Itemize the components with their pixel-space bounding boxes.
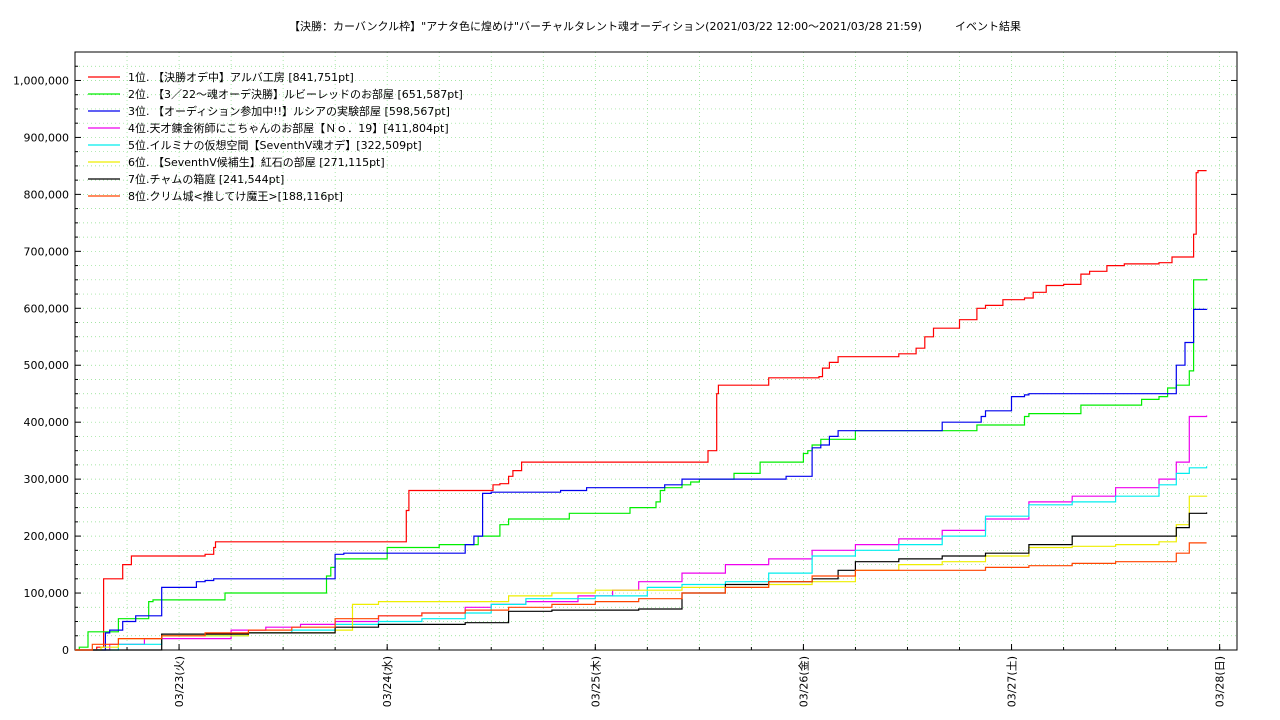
series-line-5 [75,466,1208,651]
x-tick-label: 03/26(金) [796,656,810,707]
x-tick-label: 03/28(日) [1214,656,1227,707]
chart-title: 【決勝：カーバンクル枠】"アナタ色に煌めけ"バーチャルタレント魂オーディション(… [289,19,1021,33]
y-tick-label: 400,000 [24,416,70,429]
legend-label-5: 5位.イルミナの仮想空間【SeventhV魂オデ】[322,509pt] [128,138,422,152]
series-line-6 [75,495,1208,651]
legend-label-4: 4位.天才錬金術師にこちゃんのお部屋【Ｎｏ．19】[411,804pt] [128,121,449,135]
series-line-1 [75,170,1207,651]
y-tick-label: 800,000 [24,188,70,201]
y-tick-label: 0 [62,644,69,657]
legend-label-2: 2位. 【3／22～魂オーデ決勝】ルビーレッドのお部屋 [651,587pt] [128,87,463,101]
grid [74,52,1237,650]
y-tick-label: 600,000 [24,302,70,315]
legend-label-7: 7位.チャムの箱庭 [241,544pt] [128,172,284,186]
series-line-3 [75,308,1208,651]
series-line-2 [75,278,1208,651]
y-tick-label: 200,000 [24,530,70,543]
x-tick-label: 03/27(土) [1006,656,1019,707]
y-tick-label: 900,000 [24,131,70,144]
series-line-4 [75,415,1208,651]
series-line-8 [75,542,1207,651]
legend-label-1: 1位. 【決勝オデ中】アルバ工房 [841,751pt] [128,70,354,84]
y-tick-label: 1,000,000 [13,74,69,87]
x-tick-label: 03/25(木) [589,656,602,707]
y-tick-label: 700,000 [24,245,70,258]
y-tick-label: 500,000 [24,359,70,372]
x-tick-label: 03/24(水) [381,656,394,707]
legend-label-8: 8位.クリム城<推してけ魔王>[188,116pt] [128,189,343,203]
x-tick-label: 03/23(火) [173,656,186,707]
y-tick-label: 100,000 [24,587,70,600]
legend: 1位. 【決勝オデ中】アルバ工房 [841,751pt] 2位. 【3／22～魂オ… [88,70,463,203]
x-axis: 03/23(火) 03/24(水) 03/25(木) 03/26(金) 03/27(土)… [74,644,1227,707]
y-tick-label: 300,000 [24,473,70,486]
legend-label-3: 3位. 【オーディション参加中!!】ルシアの実験部屋 [598,567pt] [128,104,450,118]
y-axis: 0 100,000 200,000 300,000 400,000 500,000 600,… [13,65,1237,657]
series-group [75,170,1208,651]
legend-label-6: 6位. 【SeventhV候補生】紅石の部屋 [271,115pt] [128,155,385,169]
